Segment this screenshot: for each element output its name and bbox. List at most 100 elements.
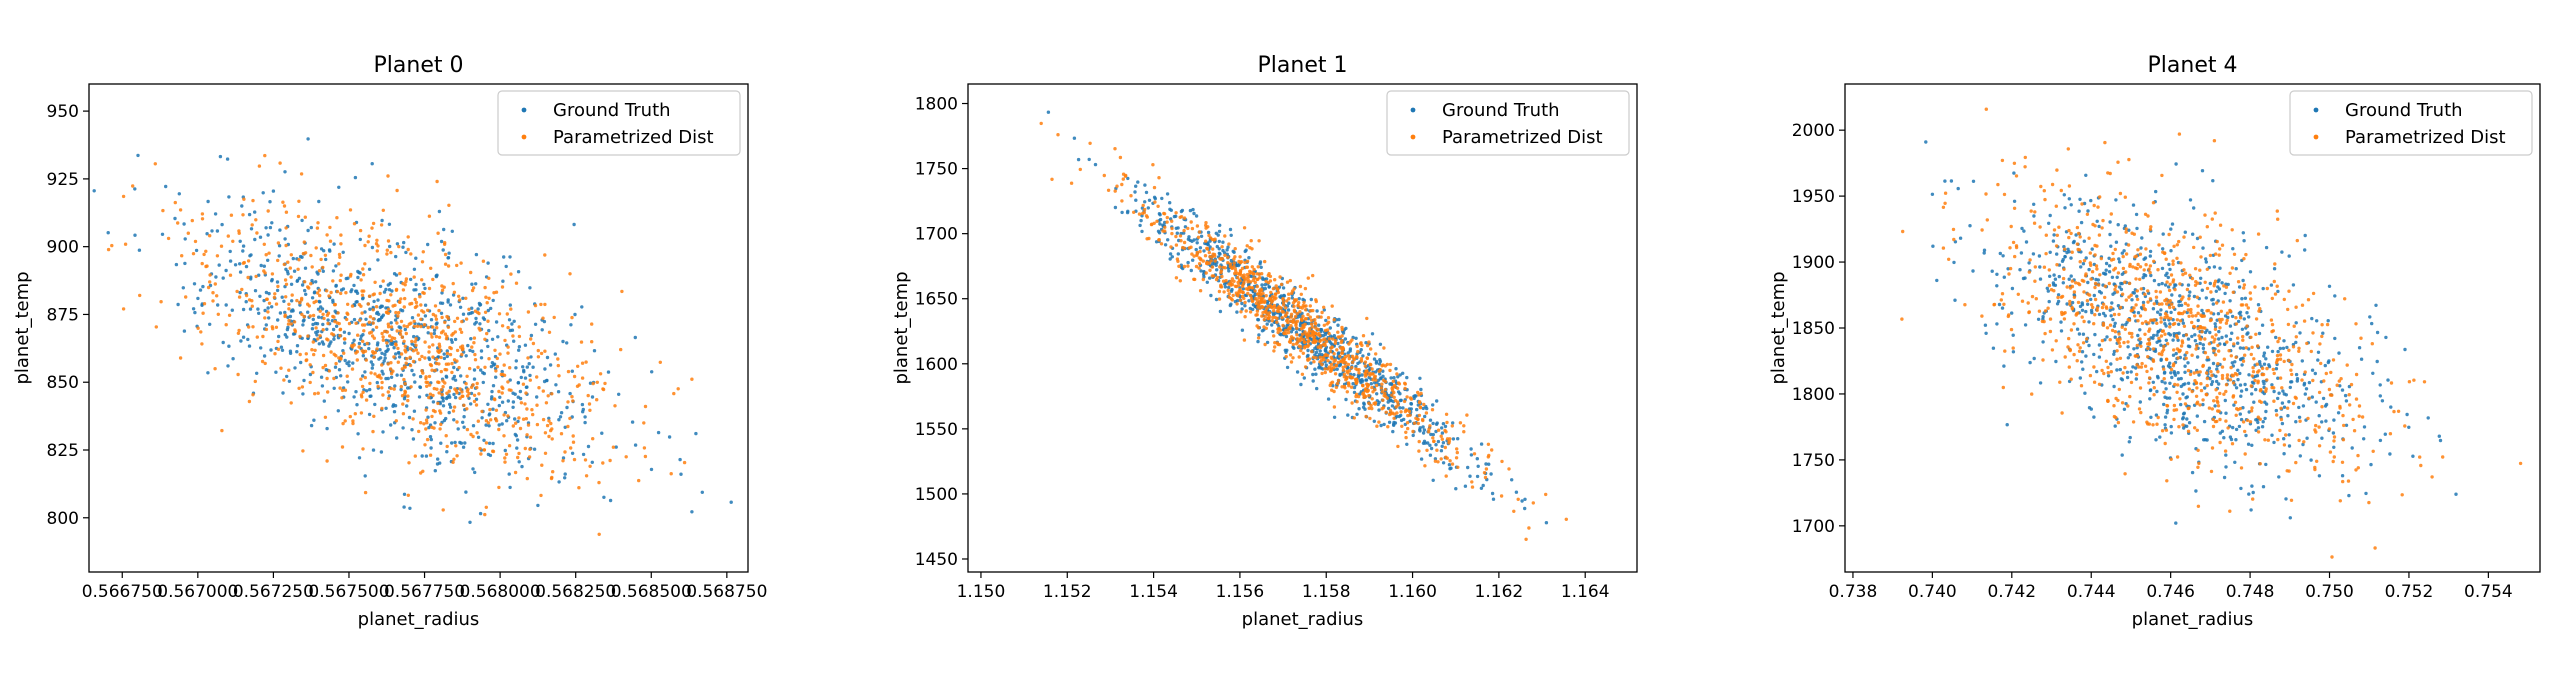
- point: [445, 391, 449, 395]
- point: [350, 367, 355, 371]
- point: [1995, 322, 1999, 326]
- point: [2092, 415, 2096, 419]
- point: [2048, 317, 2053, 321]
- point: [471, 434, 475, 439]
- point: [388, 244, 392, 249]
- point: [326, 390, 330, 394]
- point: [1223, 234, 1227, 238]
- point: [2057, 274, 2061, 279]
- point: [2186, 337, 2191, 341]
- point: [1281, 310, 1286, 314]
- point: [326, 338, 330, 342]
- point: [1323, 343, 1327, 348]
- point: [1144, 214, 1149, 218]
- point: [317, 199, 321, 204]
- point: [480, 416, 484, 420]
- point: [2331, 459, 2335, 464]
- point: [324, 368, 328, 372]
- point: [2165, 411, 2169, 415]
- point: [2167, 332, 2171, 336]
- point: [569, 446, 573, 450]
- point: [2130, 335, 2134, 339]
- point: [381, 208, 385, 212]
- point: [531, 412, 535, 417]
- point: [2118, 191, 2123, 196]
- point: [1212, 252, 1217, 257]
- point: [509, 388, 513, 392]
- point: [1263, 283, 1267, 287]
- point: [2023, 165, 2027, 169]
- point: [428, 362, 433, 367]
- point: [2282, 443, 2287, 447]
- point: [1335, 367, 1339, 371]
- point: [1313, 321, 1317, 325]
- point: [341, 421, 345, 426]
- point: [1263, 314, 1267, 319]
- point: [1221, 240, 1225, 244]
- point: [2201, 398, 2205, 402]
- point: [2228, 299, 2232, 303]
- point: [386, 376, 390, 381]
- point: [371, 321, 375, 325]
- point: [1382, 422, 1386, 427]
- point: [2158, 339, 2162, 343]
- point: [441, 404, 446, 408]
- point: [1392, 422, 1396, 426]
- point: [656, 430, 661, 435]
- point: [343, 388, 348, 392]
- point: [1145, 237, 1149, 241]
- point: [1346, 362, 1351, 367]
- point: [465, 427, 470, 432]
- point: [2112, 404, 2116, 408]
- point: [406, 394, 410, 398]
- point: [570, 451, 575, 455]
- point: [1271, 329, 1275, 334]
- point: [280, 295, 284, 299]
- point: [355, 403, 359, 407]
- point: [2246, 442, 2251, 446]
- point: [2228, 337, 2233, 342]
- point: [588, 464, 592, 468]
- point: [246, 337, 250, 342]
- point: [290, 293, 294, 297]
- point: [2280, 421, 2285, 426]
- point: [2374, 303, 2378, 307]
- point: [2139, 287, 2143, 291]
- point: [431, 400, 436, 404]
- point: [442, 285, 446, 289]
- point: [1196, 235, 1201, 239]
- point: [472, 393, 477, 397]
- point: [2220, 317, 2224, 322]
- point: [217, 263, 221, 267]
- point: [1409, 401, 1413, 406]
- point: [173, 200, 177, 205]
- point: [495, 356, 499, 361]
- point: [436, 231, 440, 235]
- point: [276, 339, 280, 344]
- point: [2083, 391, 2087, 395]
- point: [2270, 433, 2274, 437]
- point: [333, 319, 337, 324]
- point: [394, 254, 398, 259]
- point: [326, 311, 331, 315]
- point: [2217, 329, 2221, 334]
- point: [439, 441, 443, 445]
- point: [461, 296, 465, 300]
- point: [299, 360, 303, 365]
- point: [345, 374, 349, 378]
- point: [2368, 315, 2372, 319]
- point: [2054, 359, 2058, 364]
- point: [1404, 430, 1408, 434]
- point: [441, 508, 445, 512]
- point: [471, 424, 476, 428]
- point: [2124, 227, 2128, 231]
- point: [439, 239, 444, 244]
- point: [2080, 350, 2085, 354]
- point: [452, 418, 456, 422]
- point: [2018, 268, 2022, 272]
- point: [494, 419, 499, 423]
- point: [383, 329, 387, 334]
- point: [2160, 379, 2164, 384]
- point: [2218, 391, 2222, 396]
- point: [2046, 306, 2050, 310]
